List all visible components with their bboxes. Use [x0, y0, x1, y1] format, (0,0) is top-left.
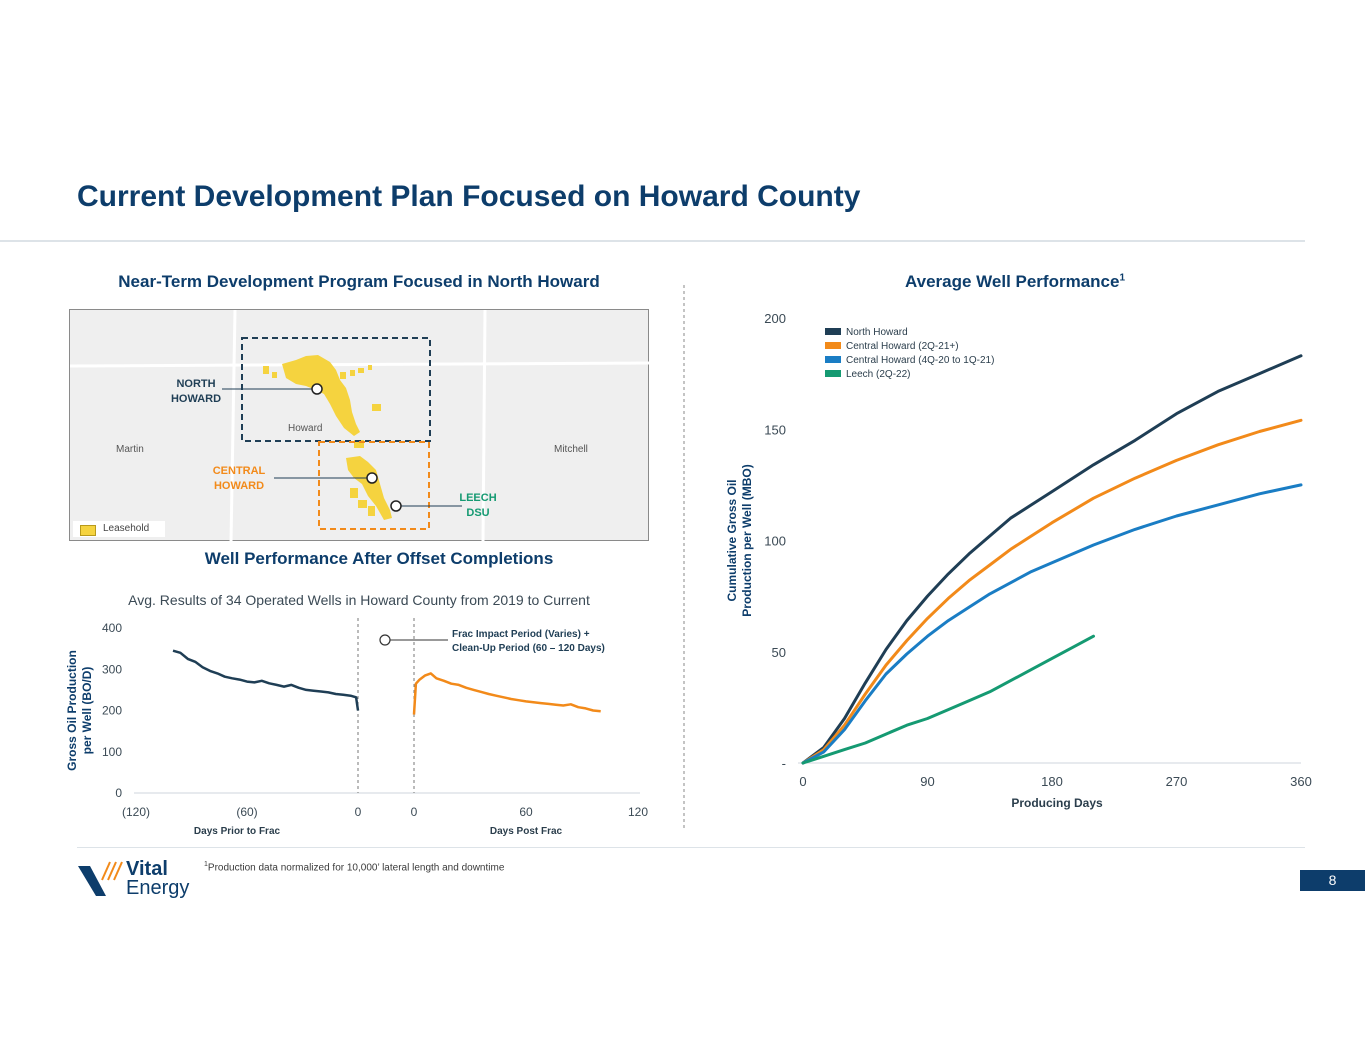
- offset-ylabel-line2: per Well (BO/D): [80, 667, 94, 755]
- legend-swatch: [825, 328, 841, 335]
- legend-label: Central Howard (2Q-21+): [846, 341, 959, 352]
- performance-x-tick: 360: [1290, 774, 1312, 789]
- footnote-marker: 1: [204, 861, 208, 868]
- vital-energy-logo-mark: [78, 861, 123, 896]
- annotation-marker: [379, 634, 391, 646]
- central-howard-line2: HOWARD: [213, 480, 265, 492]
- footnote: 1Production data normalized for 10,000’ …: [204, 861, 504, 873]
- performance-title-text: Average Well Performance: [904, 272, 1120, 291]
- legend-swatch: [825, 356, 841, 363]
- offset-series-line: [412, 672, 601, 715]
- performance-chart-title: Average Well Performance1: [860, 272, 1170, 292]
- footer-divider: [77, 847, 1305, 848]
- north-howard-label: NORTH HOWARD: [166, 377, 226, 407]
- page-title: Current Development Plan Focused on Howa…: [77, 180, 861, 213]
- performance-xlabel: Producing Days: [1011, 796, 1103, 810]
- title-divider: [0, 240, 1305, 242]
- performance-ylabel-line2: Production per Well (MBO): [740, 464, 754, 616]
- performance-title-footnote-marker: 1: [1119, 272, 1126, 284]
- leech-dsu-line1: LEECH: [459, 492, 497, 504]
- map-road: [70, 361, 650, 368]
- central-howard-box: [318, 441, 430, 530]
- north-well-marker: [311, 383, 323, 395]
- legend-label: Leech (2Q-22): [846, 369, 910, 380]
- legend-label: Central Howard (4Q-20 to 1Q-21): [846, 355, 994, 366]
- performance-series-line: [801, 418, 1303, 765]
- logo-line1: Vital: [126, 858, 168, 880]
- offset-xlabel-post: Days Post Frac: [490, 826, 563, 837]
- offset-y-tick: 400: [102, 621, 122, 635]
- offset-x-tick: (120): [122, 805, 150, 819]
- map-road: [481, 310, 487, 542]
- leech-dsu-line2: DSU: [466, 507, 490, 519]
- annotation-text-line2: Clean-Up Period (60 – 120 Days): [452, 643, 605, 654]
- panel-separator: [683, 285, 685, 830]
- offset-ylabel-line1: Gross Oil Production: [65, 650, 79, 771]
- map-legend-label: Leasehold: [103, 523, 150, 534]
- performance-y-tick: 150: [764, 422, 786, 437]
- legend-swatch: [825, 370, 841, 377]
- performance-x-tick: 0: [799, 774, 806, 789]
- performance-y-tick: 50: [772, 645, 786, 660]
- central-leasehold: [346, 456, 392, 520]
- performance-y-tick: 200: [764, 311, 786, 326]
- offset-x-tick: (60): [236, 805, 257, 819]
- leech-dsu-label: LEECH DSU: [454, 491, 502, 521]
- performance-x-tick: 270: [1166, 774, 1188, 789]
- offset-x-tick: 0: [411, 805, 418, 819]
- offset-x-tick: 60: [519, 805, 533, 819]
- performance-ylabel-line1: Cumulative Gross Oil: [725, 479, 739, 601]
- performance-chart: - 50 100 150 200 0 90 180 270 360 North Howard Cent…: [725, 311, 1312, 810]
- annotation-text-line1: Frac Impact Period (Varies) +: [452, 629, 590, 640]
- north-leasehold: [263, 355, 381, 448]
- performance-ylabel: Cumulative Gross Oil Production per Well …: [725, 464, 754, 616]
- map-legend: Leasehold: [73, 521, 165, 537]
- performance-series-line: [801, 483, 1303, 765]
- central-howard-line1: CENTRAL: [212, 465, 266, 477]
- map-drawing: [70, 310, 650, 542]
- vital-energy-logo-text: Vital Energy: [126, 858, 190, 899]
- leech-well-marker: [390, 500, 402, 512]
- footnote-text: Production data normalized for 10,000’ l…: [207, 862, 505, 874]
- performance-x-tick: 90: [920, 774, 934, 789]
- legend-swatch: [825, 342, 841, 349]
- county-label-martin: Martin: [116, 444, 144, 455]
- performance-series-line: [801, 634, 1095, 765]
- legend-label: North Howard: [846, 327, 908, 338]
- offset-ylabel: Gross Oil Production per Well (BO/D): [65, 650, 94, 771]
- performance-x-tick: 180: [1041, 774, 1063, 789]
- central-well-marker: [366, 472, 378, 484]
- performance-series-line: [801, 354, 1303, 765]
- north-howard-line1: NORTH: [176, 378, 216, 390]
- leasehold-map: Martin Howard Mitchell NORTH HOWARD CENT…: [69, 309, 650, 542]
- offset-xlabel-prior: Days Prior to Frac: [194, 826, 281, 837]
- logo-line2: Energy: [126, 877, 190, 899]
- page-number: 8: [1300, 870, 1365, 891]
- county-label-mitchell: Mitchell: [554, 444, 588, 455]
- offset-series-line: [172, 649, 360, 711]
- offset-chart: 0 100 200 300 400 (120) (60) 0 0 60 120 Frac Impact…: [65, 618, 648, 837]
- offset-y-tick: 100: [102, 745, 122, 759]
- offset-y-tick: 300: [102, 662, 122, 676]
- central-howard-label: CENTRAL HOWARD: [206, 464, 272, 494]
- offset-x-tick: 0: [355, 805, 362, 819]
- county-label-howard: Howard: [288, 423, 323, 434]
- north-howard-line2: HOWARD: [170, 393, 222, 405]
- map-title: Near-Term Development Program Focused in…: [118, 272, 600, 291]
- map-road: [229, 310, 237, 542]
- leasehold-swatch: [80, 525, 96, 536]
- offset-chart-title: Well Performance After Offset Completion…: [204, 549, 554, 568]
- offset-chart-subtitle: Avg. Results of 34 Operated Wells in How…: [128, 592, 590, 608]
- performance-y-tick: -: [782, 756, 786, 771]
- offset-x-tick: 120: [628, 805, 648, 819]
- offset-y-tick: 0: [115, 786, 122, 800]
- performance-y-tick: 100: [764, 534, 786, 549]
- offset-y-tick: 200: [102, 704, 122, 718]
